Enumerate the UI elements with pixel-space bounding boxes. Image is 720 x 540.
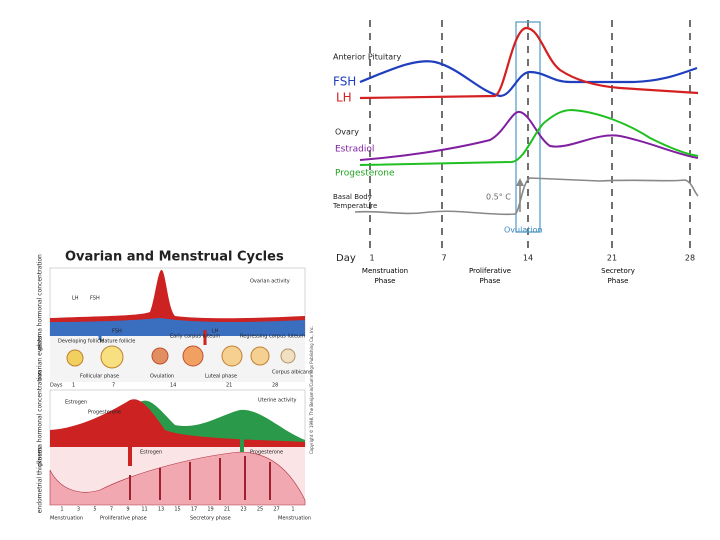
lh-label: LH — [336, 91, 352, 105]
day: 14 — [170, 383, 176, 389]
day: 28 — [685, 254, 695, 263]
day: 21 — [224, 507, 230, 513]
credit: Copyright © 1998, The Benjamin/Cummings … — [309, 326, 314, 454]
day: 1 — [72, 383, 75, 389]
phase-box: Proliferative Phase — [468, 267, 512, 285]
label: Regressing corpus luteum — [240, 334, 305, 340]
label: Progesterone — [250, 450, 283, 456]
label: Mature follicle — [100, 339, 135, 345]
temperature-curve — [354, 177, 699, 216]
follicle — [280, 348, 296, 364]
bottom-days: 1 3 5 7 9 11 13 15 17 19 21 23 25 27 1 — [60, 507, 294, 513]
label: LH — [212, 329, 219, 335]
axis-label: plasma hormonal concentration — [37, 254, 44, 350]
follicle — [66, 349, 84, 367]
label: Ovarian activity — [250, 279, 290, 285]
label: Uterine activity — [258, 398, 296, 404]
label: Early corpus luteum — [170, 334, 220, 340]
progesterone-label: Progesterone — [335, 169, 395, 179]
label: Progesterone — [88, 410, 121, 416]
day: 3 — [77, 507, 80, 513]
estradiol-curve — [359, 110, 699, 161]
day: 21 — [607, 254, 617, 263]
day: 14 — [523, 254, 533, 263]
day: 23 — [240, 507, 246, 513]
label: Menstruation — [50, 516, 83, 522]
phase: Proliferative Phase — [468, 267, 512, 285]
phase: Menstruation Phase — [361, 267, 409, 285]
day: 17 — [191, 507, 197, 513]
label: Proliferative phase — [100, 516, 147, 522]
phase-box: Secretory Phase — [601, 267, 635, 285]
follicle — [151, 347, 169, 365]
ovulation-label: Ovulation — [504, 226, 543, 235]
label: Menstruation — [278, 516, 311, 522]
endometrium — [49, 451, 306, 506]
label: Follicular phase — [80, 374, 119, 380]
fsh-curve — [359, 60, 698, 98]
label: Ovulation — [150, 374, 174, 380]
label: Estrogen — [65, 400, 87, 406]
ovary-label: Ovary — [335, 128, 359, 137]
estradiol-label: Estradiol — [335, 145, 374, 155]
axis-label: plasma hormonal concentration — [37, 370, 44, 466]
glands — [129, 456, 271, 500]
label: Secretory phase — [190, 516, 231, 522]
day: 19 — [207, 507, 213, 513]
label: Developing follicle — [58, 339, 104, 345]
day: 21 — [226, 383, 232, 389]
label: Estrogen — [140, 450, 162, 456]
day: 11 — [141, 507, 147, 513]
day: 7 — [441, 254, 446, 263]
lh-curve — [359, 26, 699, 100]
estrogen-area — [50, 399, 305, 447]
phase-box: Menstruation Phase — [361, 267, 409, 285]
day: 5 — [93, 507, 96, 513]
day: 15 — [174, 507, 180, 513]
day: 7 — [110, 507, 113, 513]
follicle — [250, 346, 270, 366]
day: 1 — [291, 507, 294, 513]
phase: Secretory Phase — [601, 267, 635, 285]
temperature-shift: 0.5° C — [486, 193, 511, 202]
day: 28 — [272, 383, 278, 389]
label: LH — [72, 296, 79, 302]
day-label: Day — [336, 253, 356, 264]
day: 1 — [369, 254, 374, 263]
follicle — [100, 345, 124, 369]
figure: Ovarian and Menstrual Cycles plasma horm… — [37, 250, 315, 522]
axis-label: ovarian events — [37, 336, 44, 381]
label: FSH — [112, 329, 122, 335]
label: Corpus albicans — [272, 370, 312, 376]
pituitary-label: Anterior Pituitary — [333, 53, 401, 62]
arrow-head — [516, 178, 524, 186]
day: 27 — [273, 507, 279, 513]
day: 7 — [112, 383, 115, 389]
axis-label: endometrial thickness — [37, 447, 44, 514]
follicle — [221, 345, 243, 367]
temperature-label-box: Basal Body Temperature — [333, 193, 378, 210]
fsh-area — [50, 318, 305, 336]
figure-title: Ovarian and Menstrual Cycles — [65, 250, 284, 265]
fsh-label: FSH — [333, 75, 356, 89]
temperature-label: Basal Body Temperature — [333, 193, 378, 210]
day: 25 — [257, 507, 263, 513]
label: FSH — [90, 296, 100, 302]
progesterone-curve — [359, 108, 699, 166]
follicle — [182, 345, 204, 367]
day: 1 — [60, 507, 63, 513]
lh-area — [50, 269, 305, 336]
day: 13 — [158, 507, 164, 513]
label: Luteal phase — [205, 374, 237, 380]
top-panel: Anterior Pituitary FSH LH Ovary Estradio… — [333, 20, 699, 285]
day: 9 — [126, 507, 129, 513]
label: Days — [50, 383, 63, 389]
